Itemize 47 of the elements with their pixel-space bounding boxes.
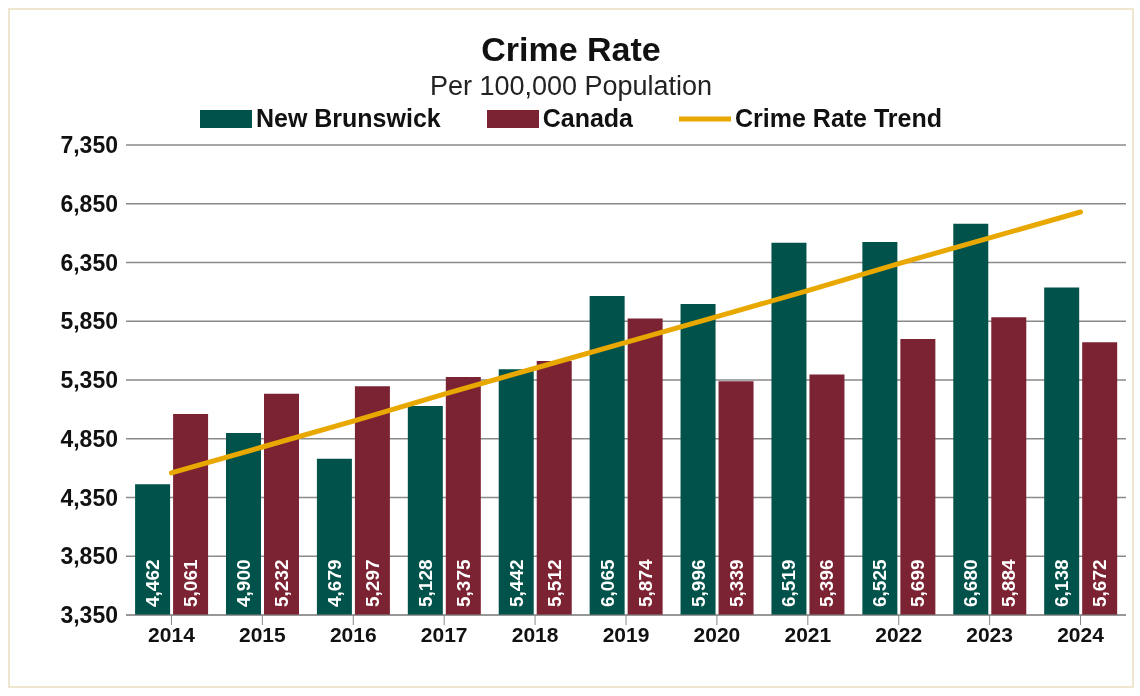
data-label: 6,680 <box>960 559 982 607</box>
data-label: 5,061 <box>180 559 202 607</box>
data-label: 6,525 <box>869 559 891 607</box>
data-label: 4,462 <box>142 559 164 607</box>
data-label: 5,874 <box>634 559 656 607</box>
y-tick-label: 3,350 <box>60 602 118 629</box>
x-tick-label: 2014 <box>148 622 196 646</box>
y-tick-label: 7,350 <box>60 132 118 159</box>
x-tick-label: 2019 <box>602 622 650 646</box>
data-label: 6,138 <box>1051 559 1073 607</box>
y-tick-label: 5,350 <box>60 367 118 394</box>
legend-label: Crime Rate Trend <box>735 104 943 133</box>
x-tick-label: 2020 <box>693 622 741 646</box>
data-label: 5,396 <box>816 559 838 607</box>
data-label: 6,519 <box>778 559 800 607</box>
y-tick-label: 6,350 <box>60 249 118 276</box>
data-label: 4,679 <box>323 559 345 607</box>
y-tick-label: 6,850 <box>60 190 118 217</box>
x-tick-label: 2022 <box>875 622 923 646</box>
data-label: 5,375 <box>452 559 474 607</box>
x-tick-label: 2023 <box>966 622 1013 646</box>
x-tick-label: 2017 <box>420 622 468 646</box>
data-label: 5,672 <box>1089 559 1111 607</box>
data-label: 5,297 <box>361 559 383 607</box>
x-tick-label: 2015 <box>239 622 287 646</box>
data-label: 5,996 <box>687 559 709 607</box>
data-label: 5,512 <box>543 559 565 607</box>
data-label: 6,065 <box>596 559 618 607</box>
legend-label: Canada <box>542 104 634 133</box>
data-label: 5,884 <box>998 559 1020 607</box>
y-tick-label: 3,850 <box>60 543 118 570</box>
chart-title: Crime Rate <box>480 30 662 69</box>
x-tick-label: 2018 <box>511 622 559 646</box>
data-label: 5,232 <box>271 559 292 607</box>
data-label: 5,699 <box>907 559 929 607</box>
legend-label: New Brunswick <box>255 104 441 133</box>
y-tick-label: 4,850 <box>60 425 118 452</box>
data-label: 5,128 <box>414 559 436 607</box>
x-tick-label: 2024 <box>1057 622 1105 646</box>
chart-subtitle: Per 100,000 Population <box>428 71 714 102</box>
y-tick-label: 4,350 <box>60 484 118 511</box>
y-tick-label: 5,850 <box>60 308 118 335</box>
data-label: 5,339 <box>725 559 747 607</box>
data-label: 5,442 <box>505 559 527 607</box>
x-tick-label: 2016 <box>329 622 377 646</box>
x-tick-label: 2021 <box>784 622 832 646</box>
data-label: 4,900 <box>233 559 254 607</box>
